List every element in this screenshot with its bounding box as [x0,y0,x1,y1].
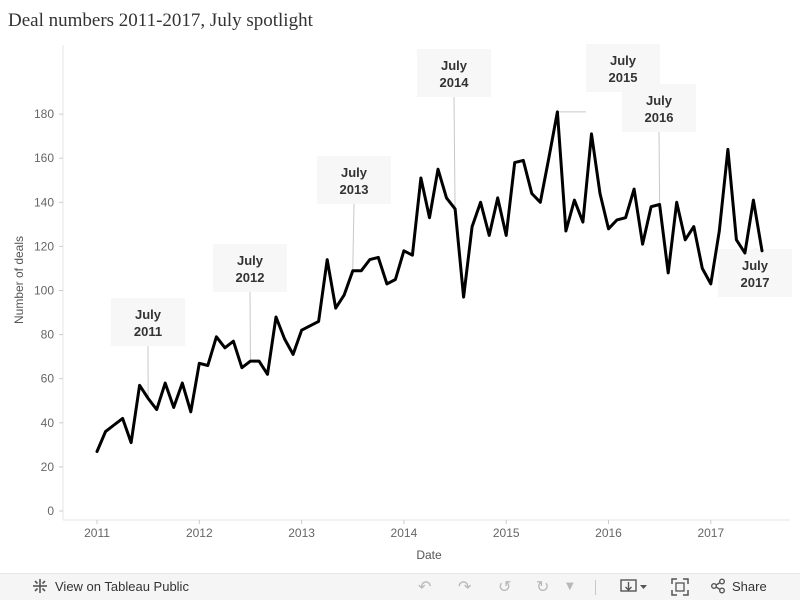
toolbar-divider [595,580,596,595]
refresh-icon[interactable]: ↻ [536,577,550,596]
annotation-box [718,249,792,297]
annotation-box [213,244,287,292]
y-tick-label: 40 [41,416,55,430]
annotation-leader [453,96,456,209]
annotation: July 2014 [417,49,491,209]
y-tick-label: 60 [41,372,55,386]
tableau-toolbar: View on Tableau Public ↶ ↷ ↺ ↻ ▼ Sha [0,573,800,600]
annotation-label: July [237,253,264,268]
annotation-box [622,84,696,132]
y-tick-label: 160 [34,151,54,165]
annotation-label: July [646,93,673,108]
y-axis-label: Number of deals [12,236,26,324]
annotation-label: 2016 [645,110,674,125]
redo-icon[interactable]: ↷ [458,577,472,596]
x-tick-label: 2017 [697,526,724,540]
annotation: July 2013 [317,156,391,271]
annotation-label: 2015 [609,70,638,85]
annotation-label: July [135,307,162,322]
y-tick-label: 140 [34,195,54,209]
annotation-label: July [742,258,769,273]
view-on-tableau-link[interactable]: View on Tableau Public [32,578,189,594]
y-tick-label: 180 [34,107,54,121]
x-axis-label: Date [416,548,442,562]
series-group [95,110,764,453]
y-tick-label: 100 [34,284,54,298]
y-axis: 0 20 40 60 80 100 120 140 160 180 [34,45,64,520]
revert-icon[interactable]: ↺ [498,577,512,596]
y-tick-label: 120 [34,239,54,253]
annotation-box [317,156,391,204]
x-tick-label: 2013 [288,526,315,540]
chart-title: Deal numbers 2011-2017, July spotlight [8,10,313,31]
annotations: July 2011 July 2012 July 2013 July 2014 July 2015… [111,44,792,399]
annotation-label: 2012 [236,270,265,285]
annotation: July 2017 [718,248,792,297]
annotation: July 2012 [213,244,287,362]
view-on-tableau-label: View on Tableau Public [55,578,189,594]
y-tick-label: 0 [47,504,54,518]
annotation-label: July [441,58,468,73]
undo-icon[interactable]: ↶ [418,577,432,596]
annotation-label: July [610,53,637,68]
annotation: July 2011 [111,298,185,399]
annotation-box [417,49,491,97]
annotation-label: July [341,165,368,180]
x-tick-label: 2011 [84,526,110,540]
annotation-label: 2014 [440,75,470,90]
x-tick-label: 2016 [595,526,622,540]
annotation: July 2016 [622,84,696,205]
x-tick-label: 2014 [391,526,418,540]
fullscreen-icon[interactable] [671,578,689,600]
share-icon [711,578,725,594]
annotation-leader [352,203,355,271]
x-tick-label: 2015 [493,526,520,540]
annotation-label: 2017 [741,275,770,290]
series-line [95,110,764,453]
download-icon[interactable] [620,578,648,600]
annotation-box [111,298,185,346]
x-axis: 2011 2012 2013 2014 2015 2016 2017 [63,519,790,540]
y-tick-label: 20 [41,460,55,474]
x-tick-label: 2012 [186,526,213,540]
annotation-leader [658,131,661,205]
y-tick-label: 80 [41,328,55,342]
tableau-logo-icon [33,579,47,593]
annotation-label: 2011 [134,324,162,339]
dropdown-icon[interactable]: ▼ [566,581,574,592]
annotation-label: 2013 [340,182,369,197]
share-label: Share [732,578,767,594]
share-button[interactable]: Share [710,578,767,594]
